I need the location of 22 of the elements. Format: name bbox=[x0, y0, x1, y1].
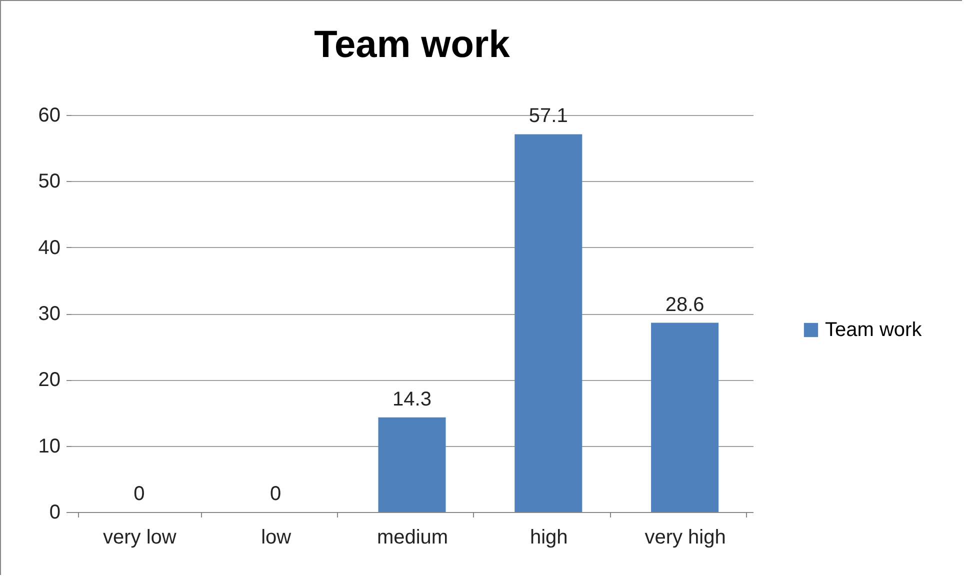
y-tick-label: 20 bbox=[38, 369, 60, 392]
y-tick-label: 10 bbox=[38, 435, 60, 458]
x-tick-label: high bbox=[530, 526, 568, 548]
chart-title: Team work bbox=[314, 24, 511, 66]
data-label: 0 bbox=[270, 483, 282, 505]
bar bbox=[651, 322, 719, 512]
bar bbox=[378, 417, 446, 512]
y-tick-label: 30 bbox=[38, 303, 60, 325]
y-tick-label: 50 bbox=[38, 170, 60, 193]
x-tick-label: low bbox=[261, 526, 292, 548]
x-tick-label: very low bbox=[103, 526, 177, 548]
data-label: 0 bbox=[134, 483, 145, 505]
bar bbox=[514, 134, 582, 512]
data-label: 57.1 bbox=[528, 105, 568, 128]
data-label: 14.3 bbox=[392, 388, 432, 410]
data-label: 28.6 bbox=[665, 294, 704, 316]
y-tick-label: 0 bbox=[49, 502, 60, 524]
x-tick-label: very high bbox=[644, 526, 726, 548]
x-tick-label: medium bbox=[376, 526, 448, 548]
y-tick-label: 40 bbox=[38, 236, 60, 259]
legend-label: Team work bbox=[825, 319, 923, 341]
y-tick-label: 60 bbox=[38, 104, 60, 126]
